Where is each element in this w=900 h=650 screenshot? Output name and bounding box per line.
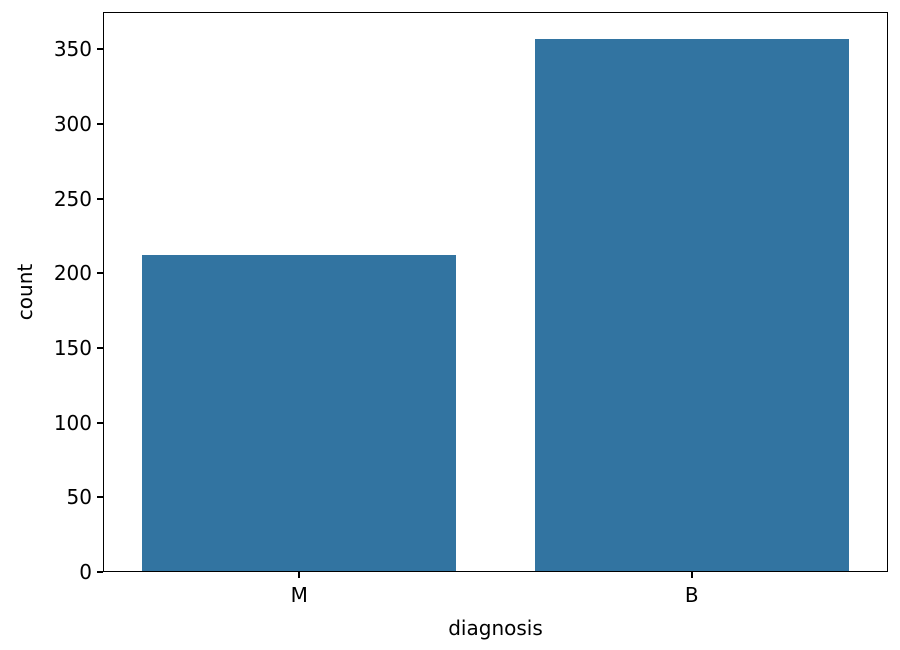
x-tick-mark — [690, 572, 693, 578]
y-tick-label: 0 — [79, 560, 92, 584]
x-tick-mark — [298, 572, 301, 578]
y-tick-mark — [97, 48, 103, 51]
y-tick-label: 150 — [53, 336, 92, 360]
y-tick-label: 350 — [53, 37, 92, 62]
y-tick-mark — [97, 197, 103, 200]
x-tick-label-M: M — [290, 583, 308, 607]
bar-M — [142, 255, 457, 572]
y-axis-label: count — [13, 263, 37, 321]
y-tick-label: 50 — [66, 485, 92, 510]
plot-area — [103, 12, 888, 572]
x-tick-label-B: B — [684, 583, 699, 607]
y-tick-mark — [97, 571, 103, 573]
bar-B — [534, 38, 849, 572]
y-tick-label: 200 — [53, 261, 92, 286]
y-tick-mark — [97, 421, 103, 424]
y-tick-mark — [97, 272, 103, 275]
y-tick-mark — [97, 123, 103, 125]
y-tick-label: 300 — [53, 112, 92, 136]
y-tick-label: 100 — [53, 410, 92, 435]
y-tick-label: 250 — [53, 186, 92, 211]
y-tick-mark — [97, 496, 103, 499]
x-axis-label: diagnosis — [448, 616, 543, 640]
y-tick-mark — [97, 347, 103, 349]
